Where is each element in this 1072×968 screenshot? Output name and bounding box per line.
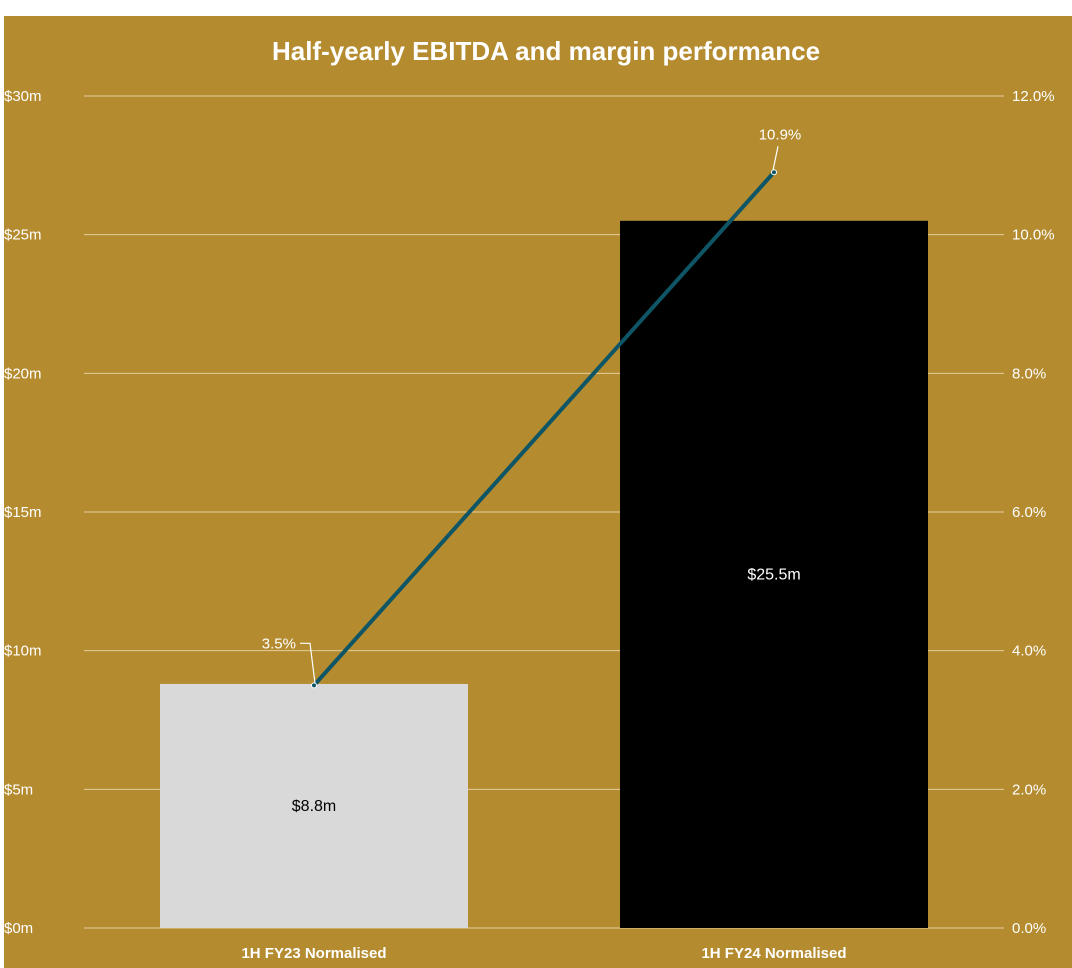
right-tick-label: 0.0% <box>1012 920 1046 937</box>
chart-frame: Half-yearly EBITDA and margin performanc… <box>4 16 1072 968</box>
margin-data-label: 3.5% <box>262 635 296 652</box>
left-tick-label: $20m <box>4 365 42 382</box>
margin-data-label: 10.9% <box>759 126 802 143</box>
left-tick-label: $0m <box>4 920 33 937</box>
category-labels: 1H FY23 Normalised 1H FY24 Normalised <box>241 945 846 962</box>
left-tick-label: $25m <box>4 227 42 244</box>
bars: $8.8m $25.5m <box>160 220 928 929</box>
margin-point <box>771 169 777 176</box>
left-axis-ticks: $0m $5m $10m $15m $20m $25m $30m <box>4 88 42 937</box>
margin-point <box>311 682 317 689</box>
right-tick-label: 2.0% <box>1012 781 1046 798</box>
bar-data-label: $25.5m <box>747 566 800 583</box>
left-tick-label: $10m <box>4 643 42 660</box>
bar-data-label: $8.8m <box>292 798 336 815</box>
right-axis-ticks: 0.0% 2.0% 4.0% 6.0% 8.0% 10.0% 12.0% <box>1012 88 1055 937</box>
bar <box>620 220 928 929</box>
bar <box>160 683 468 928</box>
leader-line <box>772 146 779 171</box>
left-tick-label: $15m <box>4 504 42 521</box>
right-tick-label: 6.0% <box>1012 504 1046 521</box>
leader-line <box>300 642 316 684</box>
right-tick-label: 12.0% <box>1012 88 1055 105</box>
margin-line <box>312 170 776 688</box>
ebitda-margin-chart: Half-yearly EBITDA and margin performanc… <box>4 16 1072 968</box>
right-tick-label: 8.0% <box>1012 365 1046 382</box>
margin-line-series: 3.5% 10.9% <box>262 126 802 689</box>
right-tick-label: 4.0% <box>1012 643 1046 660</box>
chart-title: Half-yearly EBITDA and margin performanc… <box>272 36 820 66</box>
left-tick-label: $30m <box>4 88 42 105</box>
category-label: 1H FY23 Normalised <box>241 945 386 962</box>
category-label: 1H FY24 Normalised <box>701 945 846 962</box>
right-tick-label: 10.0% <box>1012 227 1055 244</box>
left-tick-label: $5m <box>4 781 33 798</box>
